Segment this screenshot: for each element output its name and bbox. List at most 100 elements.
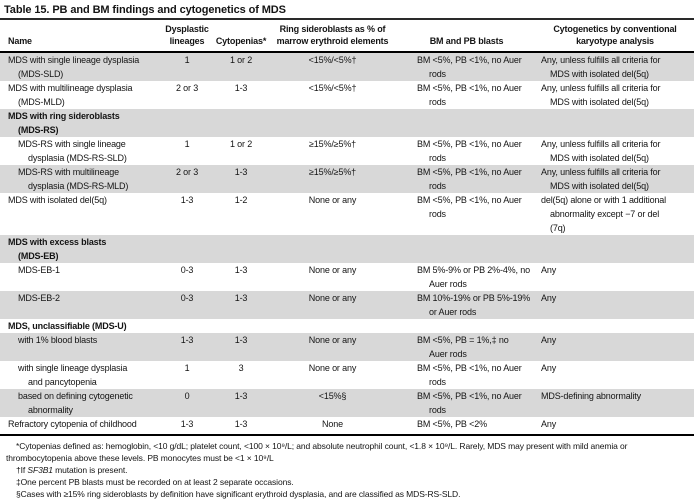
cell-dysplastic-lineages: 1-3 [180, 335, 194, 345]
cell-dysplastic-lineages: 2 or 3 [175, 83, 199, 93]
column-header-cytogenetics: Cytogenetics by conventional karyotype a… [536, 20, 694, 53]
cell-name: MDS-RS with single lineage dysplasia (MD… [18, 139, 127, 163]
table-row: MDS with multilineage dysplasia (MDS-MLD… [0, 81, 694, 109]
cell-name: MDS-RS with multilineage dysplasia (MDS-… [18, 167, 129, 191]
cell-bm-pb-blasts: BM <5%, PB <1%, no Auer rods [417, 195, 522, 219]
column-header-bm-pb-blasts: BM and PB blasts [397, 20, 536, 53]
cell-bm-pb-blasts: BM <5%, PB <1%, no Auer rods [417, 391, 522, 415]
cell-bm-pb-blasts: BM <5%, PB <1%, no Auer rods [417, 55, 522, 79]
cell-cytogenetics: Any [541, 419, 557, 429]
cell-name: with 1% blood blasts [18, 335, 98, 345]
table-row: MDS-RS with single lineage dysplasia (MD… [0, 137, 694, 165]
cell-ring-sideroblasts: None [322, 419, 343, 429]
cell-dysplastic-lineages: 1-3 [180, 195, 194, 205]
cell-cytogenetics: del(5q) alone or with 1 additional abnor… [541, 195, 666, 233]
cell-dysplastic-lineages: 0 [184, 391, 190, 401]
footnote-pb-blasts: ‡One percent PB blasts must be recorded … [16, 477, 294, 487]
gene-symbol: SF3B1 [27, 465, 53, 475]
cell-dysplastic-lineages: 1 [184, 139, 190, 149]
column-header-cytopenias: Cytopenias* [214, 20, 268, 53]
mds-findings-table: Name Dysplastic lineages Cytopenias* Rin… [0, 20, 694, 431]
section-row: MDS, unclassifiable (MDS-U) [0, 319, 694, 333]
cell-ring-sideroblasts: None or any [308, 195, 357, 205]
cell-dysplastic-lineages: 0-3 [180, 293, 194, 303]
section-title: MDS with excess blasts (MDS-EB) [8, 237, 107, 261]
table-row: Refractory cytopenia of childhood 1-3 1-… [0, 417, 694, 431]
column-header-name: Name [0, 20, 160, 53]
cell-cytogenetics: Any, unless fulfills all criteria for MD… [541, 139, 661, 163]
table-row: MDS with single lineage dysplasia (MDS-S… [0, 52, 694, 81]
section-title: MDS, unclassifiable (MDS-U) [8, 321, 127, 331]
table-header-row: Name Dysplastic lineages Cytopenias* Rin… [0, 20, 694, 53]
cell-bm-pb-blasts: BM <5%, PB <1%, no Auer rods [417, 167, 522, 191]
cell-cytopenias: 1 or 2 [229, 139, 253, 149]
cell-cytopenias: 1-3 [234, 167, 248, 177]
cell-name: MDS-EB-2 [18, 293, 60, 303]
table-row: with single lineage dysplasia and pancyt… [0, 361, 694, 389]
cell-ring-sideroblasts: ≥15%/≥5%† [308, 139, 357, 149]
section-title: MDS with ring sideroblasts (MDS-RS) [8, 111, 120, 135]
cell-cytopenias: 3 [238, 363, 244, 373]
column-header-dysplastic-lineages: Dysplastic lineages [160, 20, 214, 53]
footnote-ring-sideroblasts: §Cases with ≥15% ring sideroblasts by de… [16, 489, 461, 499]
cell-ring-sideroblasts: <15%/<5%† [308, 83, 357, 93]
cell-name: with single lineage dysplasia and pancyt… [18, 363, 128, 387]
title-divider [0, 18, 694, 20]
cell-name: MDS with single lineage dysplasia (MDS-S… [8, 55, 140, 79]
cell-ring-sideroblasts: None or any [308, 265, 357, 275]
section-row: MDS with excess blasts (MDS-EB) [0, 235, 694, 263]
cell-cytopenias: 1-3 [234, 391, 248, 401]
cell-cytopenias: 1-3 [234, 265, 248, 275]
cell-name: MDS with isolated del(5q) [8, 195, 107, 205]
cell-ring-sideroblasts: None or any [308, 335, 357, 345]
cell-cytopenias: 1-3 [234, 335, 248, 345]
footnotes: *Cytopenias defined as: hemoglobin, <10 … [0, 436, 694, 500]
table-row: with 1% blood blasts 1-3 1-3 None or any… [0, 333, 694, 361]
section-row: MDS with ring sideroblasts (MDS-RS) [0, 109, 694, 137]
cell-bm-pb-blasts: BM 5%-9% or PB 2%-4%, no Auer rods [417, 265, 530, 289]
cell-name: Refractory cytopenia of childhood [8, 419, 137, 429]
cell-cytogenetics: Any, unless fulfills all criteria for MD… [541, 83, 661, 107]
cell-ring-sideroblasts: None or any [308, 363, 357, 373]
footnote-sf3b1: †If SF3B1 mutation is present. [16, 465, 128, 475]
cell-cytopenias: 1-3 [234, 419, 248, 429]
cell-cytogenetics: Any, unless fulfills all criteria for MD… [541, 55, 661, 79]
cell-cytogenetics: Any [541, 363, 557, 373]
table-row: based on defining cytogenetic abnormalit… [0, 389, 694, 417]
cell-name: MDS-EB-1 [18, 265, 60, 275]
cell-ring-sideroblasts: <15%§ [318, 391, 347, 401]
cell-cytogenetics: Any [541, 293, 557, 303]
cell-name: MDS with multilineage dysplasia (MDS-MLD… [8, 83, 133, 107]
cell-dysplastic-lineages: 1 [184, 363, 190, 373]
table-row: MDS with isolated del(5q) 1-3 1-2 None o… [0, 193, 694, 235]
cell-ring-sideroblasts: None or any [308, 293, 357, 303]
cell-cytopenias: 1-3 [234, 293, 248, 303]
cell-cytogenetics: Any [541, 265, 557, 275]
table-bottom-divider [0, 434, 694, 436]
cell-cytopenias: 1-3 [234, 83, 248, 93]
table-row: MDS-EB-2 0-3 1-3 None or any BM 10%-19% … [0, 291, 694, 319]
footnote-cytopenias: *Cytopenias defined as: hemoglobin, <10 … [6, 441, 628, 463]
cell-bm-pb-blasts: BM <5%, PB <1%, no Auer rods [417, 363, 522, 387]
cell-cytogenetics: Any [541, 335, 557, 345]
cell-cytopenias: 1-2 [234, 195, 248, 205]
table-row: MDS-EB-1 0-3 1-3 None or any BM 5%-9% or… [0, 263, 694, 291]
cell-dysplastic-lineages: 1 [184, 55, 190, 65]
cell-bm-pb-blasts: BM <5%, PB <2% [417, 419, 487, 429]
cell-bm-pb-blasts: BM <5%, PB = 1%,‡ no Auer rods [417, 335, 509, 359]
cell-name: based on defining cytogenetic abnormalit… [18, 391, 133, 415]
cell-bm-pb-blasts: BM <5%, PB <1%, no Auer rods [417, 139, 522, 163]
cell-cytopenias: 1 or 2 [229, 55, 253, 65]
cell-dysplastic-lineages: 0-3 [180, 265, 194, 275]
cell-ring-sideroblasts: <15%/<5%† [308, 55, 357, 65]
cell-cytogenetics: Any, unless fulfills all criteria for MD… [541, 167, 661, 191]
cell-bm-pb-blasts: BM <5%, PB <1%, no Auer rods [417, 83, 522, 107]
cell-dysplastic-lineages: 1-3 [180, 419, 194, 429]
table-row: MDS-RS with multilineage dysplasia (MDS-… [0, 165, 694, 193]
cell-cytogenetics: MDS-defining abnormality [541, 391, 641, 401]
cell-ring-sideroblasts: ≥15%/≥5%† [308, 167, 357, 177]
table-title: Table 15. PB and BM findings and cytogen… [4, 4, 286, 16]
cell-bm-pb-blasts: BM 10%-19% or PB 5%-19% or Auer rods [417, 293, 531, 317]
column-header-ring-sideroblasts: Ring sideroblasts as % of marrow erythro… [268, 20, 397, 53]
